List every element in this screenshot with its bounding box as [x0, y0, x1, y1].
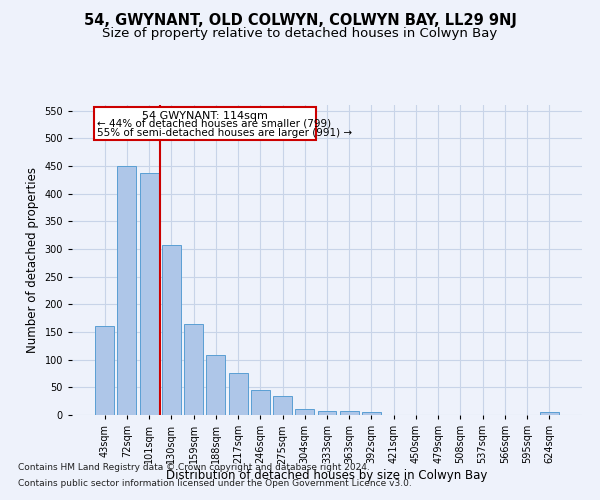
FancyBboxPatch shape — [94, 106, 316, 140]
Bar — [340, 410, 359, 415]
Bar — [362, 412, 381, 415]
Text: 55% of semi-detached houses are larger (991) →: 55% of semi-detached houses are larger (… — [97, 128, 352, 138]
Bar — [206, 355, 225, 415]
Text: ← 44% of detached houses are smaller (799): ← 44% of detached houses are smaller (79… — [97, 119, 331, 129]
Bar — [95, 326, 114, 415]
Bar — [162, 245, 181, 415]
Bar — [273, 396, 292, 415]
Bar — [540, 412, 559, 415]
Text: 54, GWYNANT, OLD COLWYN, COLWYN BAY, LL29 9NJ: 54, GWYNANT, OLD COLWYN, COLWYN BAY, LL2… — [83, 12, 517, 28]
Y-axis label: Number of detached properties: Number of detached properties — [26, 167, 39, 353]
Bar — [229, 374, 248, 415]
Bar — [295, 410, 314, 415]
Bar — [140, 172, 158, 415]
Bar — [184, 324, 203, 415]
Text: Size of property relative to detached houses in Colwyn Bay: Size of property relative to detached ho… — [103, 28, 497, 40]
Text: 54 GWYNANT: 114sqm: 54 GWYNANT: 114sqm — [142, 111, 268, 121]
Bar — [118, 166, 136, 415]
Text: Contains public sector information licensed under the Open Government Licence v3: Contains public sector information licen… — [18, 478, 412, 488]
Bar — [317, 410, 337, 415]
X-axis label: Distribution of detached houses by size in Colwyn Bay: Distribution of detached houses by size … — [166, 469, 488, 482]
Text: Contains HM Land Registry data © Crown copyright and database right 2024.: Contains HM Land Registry data © Crown c… — [18, 464, 370, 472]
Bar — [251, 390, 270, 415]
